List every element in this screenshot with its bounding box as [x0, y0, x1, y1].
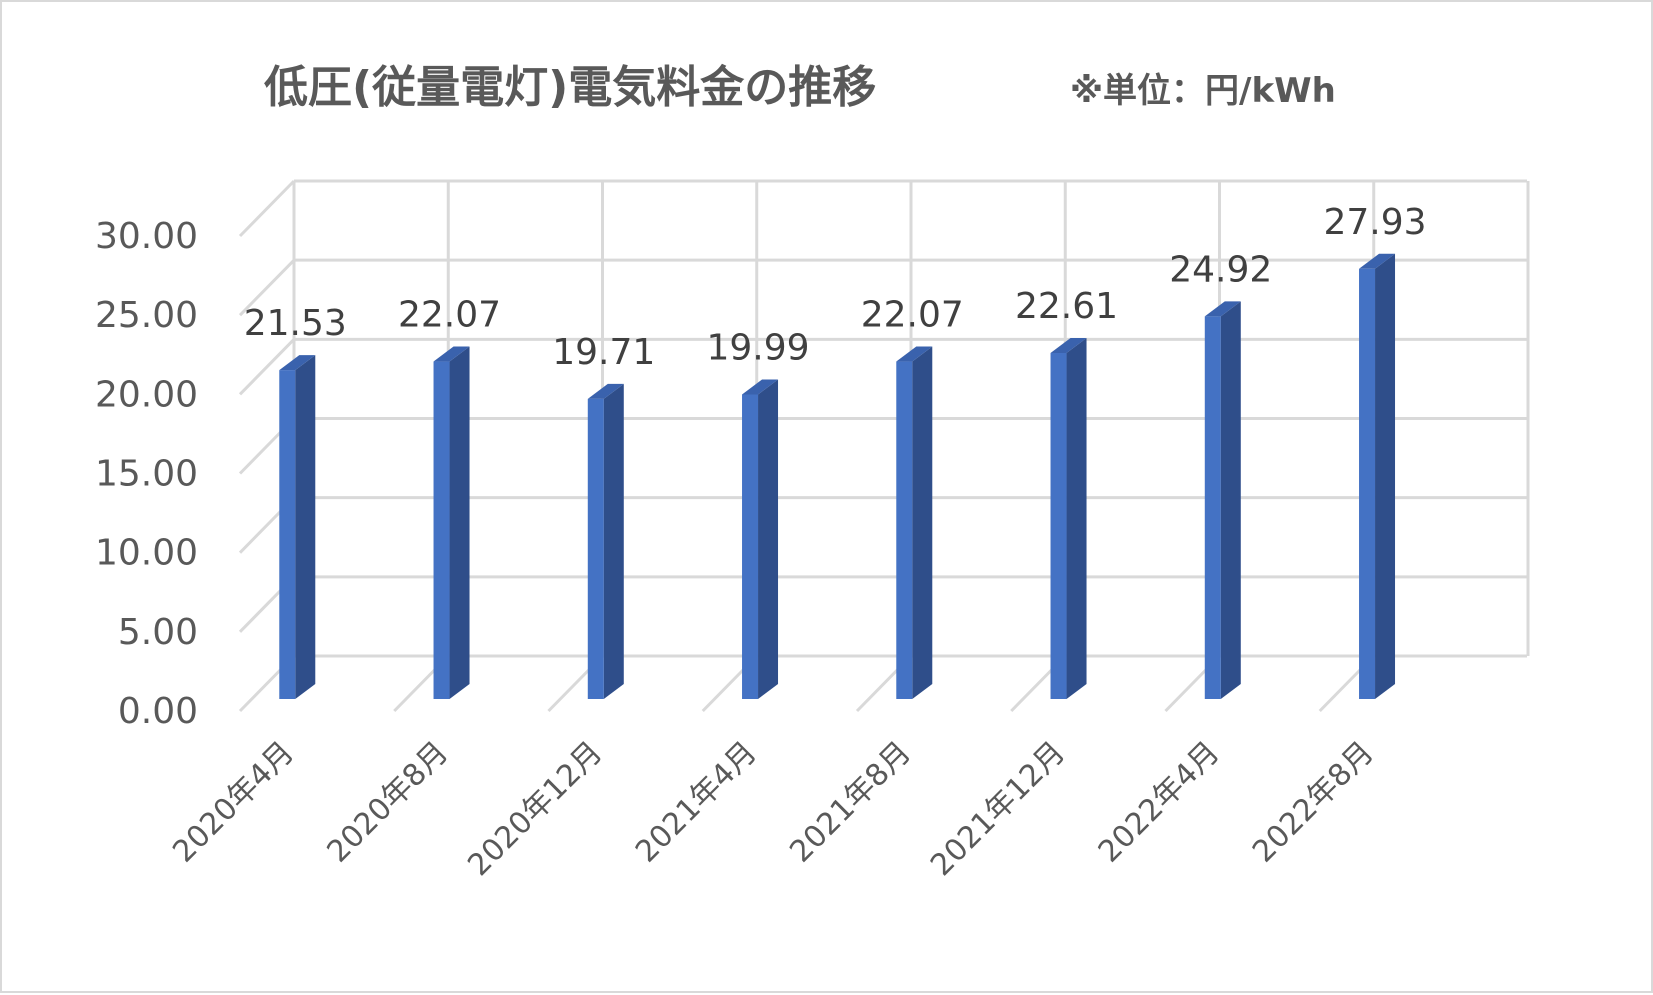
gridlines — [238, 179, 1530, 713]
x-tick-label: 2020年4月 — [166, 735, 301, 870]
bar-side — [295, 355, 316, 699]
bars — [279, 253, 1396, 699]
bar-side — [1066, 338, 1087, 699]
x-tick-label: 2022年4月 — [1092, 735, 1227, 870]
bar-front — [742, 394, 759, 699]
bar-front — [587, 398, 604, 699]
bar-side — [912, 346, 933, 699]
bar-side — [603, 383, 624, 699]
x-tick-label: 2022年8月 — [1246, 735, 1381, 870]
bar-front — [279, 370, 296, 699]
bar-top — [1359, 253, 1396, 269]
y-tick-label: 10.00 — [95, 533, 198, 574]
bar-side — [449, 346, 470, 699]
y-tick-label: 0.00 — [118, 691, 198, 732]
bar — [1204, 301, 1241, 699]
bar-front — [433, 361, 450, 699]
bar-front — [1050, 353, 1067, 699]
chart-unit-subtitle: ※単位：円/kWh — [1070, 71, 1336, 111]
bar-side — [1375, 253, 1396, 699]
bar-front — [1359, 268, 1376, 699]
y-tick-label: 25.00 — [95, 295, 198, 336]
x-tick-label: 2020年12月 — [461, 735, 609, 883]
bar-top — [587, 383, 624, 399]
bar — [1359, 253, 1396, 699]
data-label: 21.53 — [244, 303, 347, 344]
gridline-diagonal — [238, 179, 296, 238]
bar-side — [1220, 301, 1241, 699]
bar — [587, 383, 624, 699]
bar — [742, 379, 779, 699]
bar — [1050, 338, 1087, 699]
bar-front — [896, 361, 913, 699]
gridline-diagonal — [238, 259, 296, 317]
gridline-diagonal — [238, 338, 296, 396]
bar-top — [279, 355, 316, 371]
bar — [279, 355, 316, 699]
x-tick-label: 2021年4月 — [629, 735, 764, 870]
bar-top — [1204, 301, 1241, 317]
data-label: 19.71 — [552, 332, 655, 373]
data-label: 27.93 — [1324, 202, 1427, 243]
data-label: 22.07 — [398, 295, 501, 336]
y-tick-label: 5.00 — [118, 612, 198, 653]
y-tick-label: 15.00 — [95, 454, 198, 495]
bar-top — [433, 346, 470, 362]
x-axis-ticks: 2020年4月 2020年8月 2020年12月 2021年4月 2021年8月 2021… — [166, 735, 1380, 883]
chart-title: 低圧(従量電灯)電気料金の推移 — [264, 62, 876, 113]
data-label: 22.07 — [861, 295, 964, 336]
data-label: 24.92 — [1169, 249, 1272, 290]
bar-side — [758, 379, 779, 699]
y-tick-label: 30.00 — [95, 216, 198, 257]
data-labels: 21.53 22.07 19.71 19.99 22.07 22.61 24.92 27.93 — [244, 202, 1427, 373]
y-axis-ticks: 0.00 5.00 10.00 15.00 20.00 25.00 30.00 — [95, 216, 198, 732]
bar-top — [742, 379, 779, 395]
y-tick-label: 20.00 — [95, 374, 198, 415]
x-tick-label: 2021年8月 — [783, 735, 918, 870]
bar-top — [896, 346, 933, 362]
bar — [896, 346, 933, 699]
x-tick-label: 2020年8月 — [321, 735, 456, 870]
x-tick-label: 2021年12月 — [924, 735, 1072, 883]
data-label: 22.61 — [1015, 286, 1118, 327]
bar-top — [1050, 338, 1087, 354]
bar — [433, 346, 470, 699]
bar-front — [1204, 316, 1221, 699]
data-label: 19.99 — [707, 327, 810, 368]
